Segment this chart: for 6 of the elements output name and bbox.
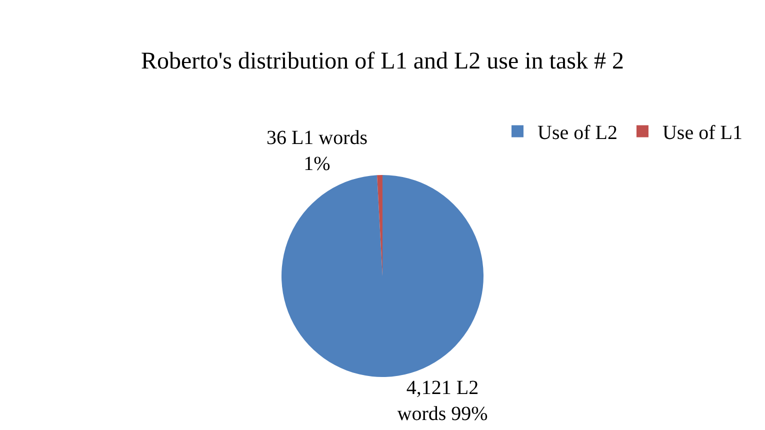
pie-slice — [282, 175, 484, 377]
data-label: 4,121 L2 words 99% — [397, 376, 488, 425]
data-label: 36 L1 words 1% — [266, 127, 368, 176]
legend-label: Use of L1 — [662, 122, 742, 144]
legend-label: Use of L2 — [538, 122, 618, 144]
chart-title: Roberto's distribution of L1 and L2 use in task # 2 — [141, 48, 624, 74]
